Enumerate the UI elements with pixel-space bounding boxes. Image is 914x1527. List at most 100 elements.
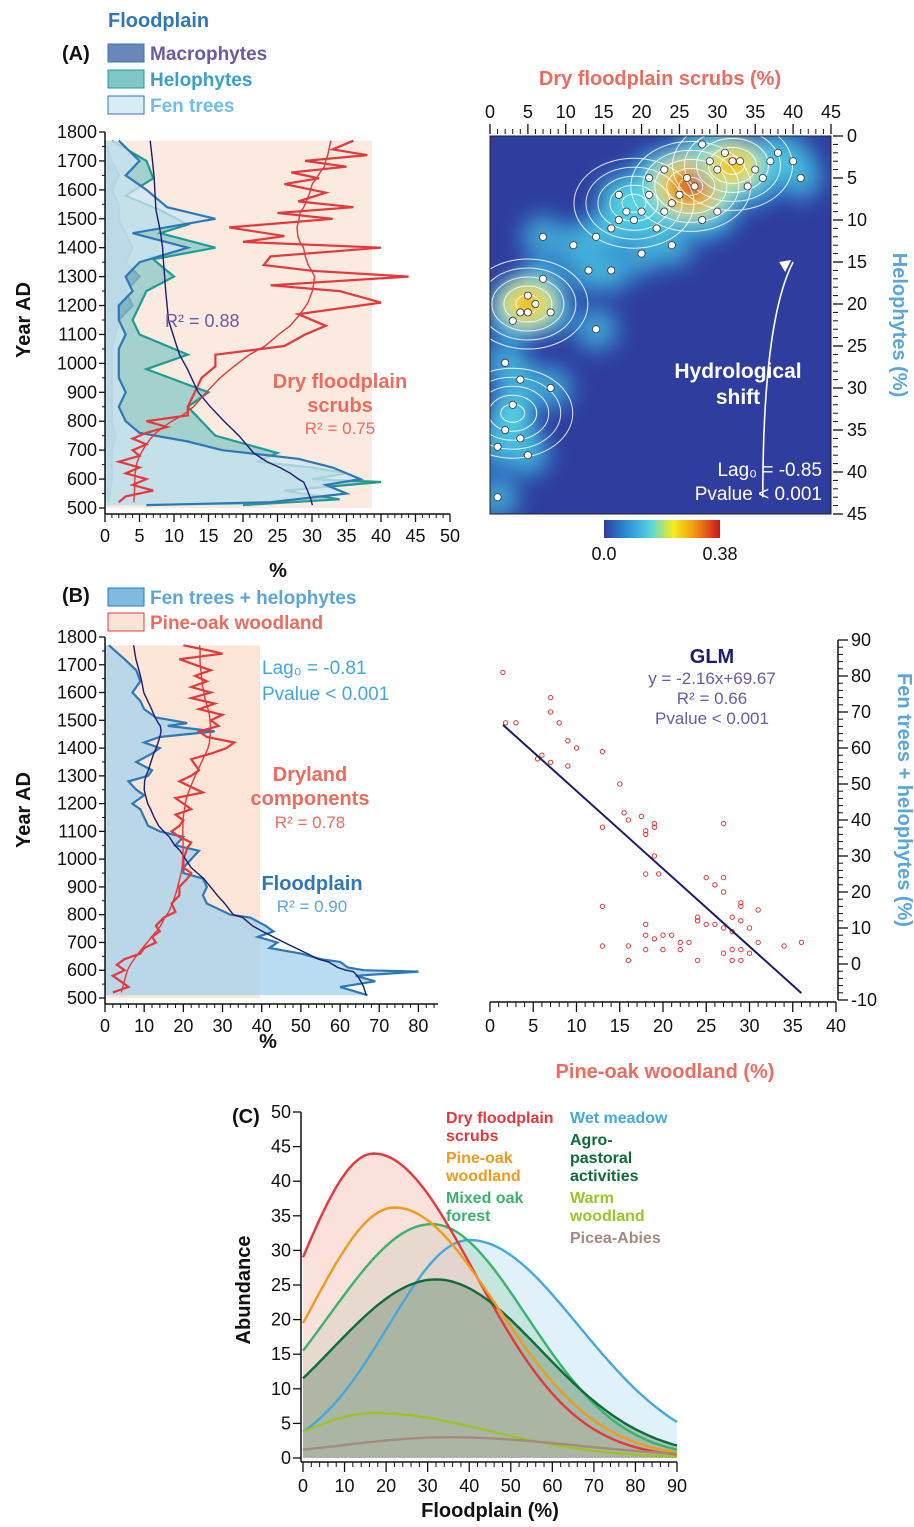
panel-c-x-tick-label: 50 [501,1476,521,1496]
panel-a-plot-area: 5006007008009001000110012001300140015001… [57,122,460,546]
panel-c-y-tick-label: 0 [281,1448,291,1468]
panel-b-line-pine-oak-woodland [110,644,238,994]
panel-a-x-tick-label: 15 [198,526,218,546]
scatter-y-tick-label: 80 [851,666,871,686]
scatter-point [677,939,683,946]
scatter-point [502,720,509,726]
heatmap-y-tick-label: 20 [847,294,867,314]
panel-c-y-tick-label: 35 [271,1206,291,1226]
scatter-point [729,914,735,920]
panel-b-x-tick-label: 20 [173,1016,193,1036]
panel-a-y-axis-title: Year AD [13,282,35,358]
heatmap-x-tick-label: 45 [821,102,841,122]
panel-a-r2-scrubs: R² = 0.75 [305,419,375,438]
heatmap-y-tick-label: 30 [847,378,867,398]
heatmap-point [736,157,745,166]
heatmap-x-tick-label: 25 [669,102,689,122]
scatter-point [677,946,683,953]
scatter-point [599,824,606,830]
density-contour [490,267,577,341]
panel-a-x-tick-label: 45 [405,526,425,546]
panel-c-response-curves: (C) 0 5 10 15 20 25 30 35 40 45 50 0 10 20 30 40 50 60 70 8… [232,1102,687,1522]
scatter-point [729,946,735,953]
legend-c-warm-1: Warm [570,1190,614,1207]
glm-fit-line [502,724,803,994]
heatmap-y-tick-label: 35 [847,420,867,440]
panel-a-trend-1 [133,140,332,503]
scatter-y-tick-label: 40 [851,810,871,830]
heatmap-point [652,224,661,233]
heatmap-point [516,308,525,317]
density-contour [490,385,550,441]
scatter-point [738,918,744,924]
heatmap-point [660,207,669,216]
heatmap-point [569,241,578,250]
scatter-point [686,939,692,946]
heatmap-point [493,493,502,502]
panel-a-x-tick-label: 40 [371,526,391,546]
scatter-x-tick-label: 40 [826,1016,846,1036]
panel-c-x-tick-label: 0 [298,1476,308,1496]
scatter-point [500,669,506,676]
hydrological-shift-arrowhead [779,260,792,272]
legend-label-helophytes: Helophytes [150,70,252,91]
heatmap-annotation-2: shift [716,386,760,409]
heatmap-y-tick-label: 5 [847,168,857,188]
heatmap-point [773,148,782,157]
heatmap-axes: 0 5 10 15 20 25 30 35 40 45 0 5 10 15 20 25 30 35 40 45 [485,102,867,524]
scatter-point [643,871,649,877]
density-contour [490,394,538,432]
heatmap-point [607,266,616,275]
heatmap-y-tick-label: 40 [847,462,867,482]
legend-swatch-macrophytes [107,43,145,63]
panel-b-area-fen-trees-helophytes [105,645,419,996]
heatmap-y-tick-label: 10 [847,210,867,230]
scatter-point [738,957,744,964]
panel-b-y-axis-title: Year AD [13,772,35,848]
scatter-point [755,939,761,946]
panel-c-y-tick-label: 45 [271,1137,291,1157]
panel-a-trend-0 [149,140,314,506]
curve-line-warm-woodland [302,1411,678,1458]
scatter-point [746,950,753,956]
scatter-point [668,932,675,938]
panel-a-x-tick-label: 50 [440,526,460,546]
panel-a-heatmap: Dry floodplain scrubs (%) 0 5 10 15 20 25 30 35… [485,68,910,564]
panel-a-y-tick-label: 500 [67,498,97,518]
scatter-y-tick-label: 20 [851,882,871,902]
heatmap-point [508,316,517,325]
heatmap-point [531,299,540,308]
panel-a-y-tick-label: 600 [67,469,97,489]
heatmap-point [637,249,646,258]
curve-line-picea-abies [302,1435,678,1455]
scatter-point [547,709,554,715]
panel-a-y-tick-label: 1000 [57,353,97,373]
density-kernel [490,481,514,514]
scatter-x-tick-label: 30 [739,1016,759,1036]
scatter-point [729,957,735,964]
panel-b-y-tick-label: 1600 [57,683,97,703]
legend-label-fen-helophytes: Fen trees + helophytes [150,588,356,609]
panel-a-y-tick-label: 800 [67,411,97,431]
scatter-point [547,694,554,701]
legend-swatch-fen-helophytes [107,587,145,607]
scatter-x-title: Pine-oak woodland (%) [556,1061,775,1083]
scatter-point [625,943,632,949]
panel-a-y-tick-label: 900 [67,382,97,402]
hydrological-shift-arrow [762,261,794,498]
scatter-point [651,824,658,830]
heatmap-point [698,140,707,149]
scatter-y-tick-label: 70 [851,702,871,722]
scatter-point [755,907,761,913]
density-kernel [490,430,514,463]
legend-c-warm-2: woodland [569,1208,645,1225]
panel-a-y-tick-label: 1700 [57,151,97,171]
panel-b-label: (B) [62,585,90,607]
scatter-point [599,943,606,949]
glm-title: GLM [690,646,734,668]
scatter-point [617,781,623,787]
heatmap-y-tick-label: 45 [847,504,867,524]
legend-c-dry-2: scrubs [446,1128,499,1145]
scatter-point [625,817,632,823]
